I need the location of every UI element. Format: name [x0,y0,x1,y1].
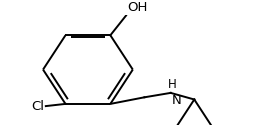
Text: Cl: Cl [32,100,45,113]
Text: N: N [172,94,182,107]
Text: H: H [167,78,176,91]
Text: OH: OH [127,1,148,14]
